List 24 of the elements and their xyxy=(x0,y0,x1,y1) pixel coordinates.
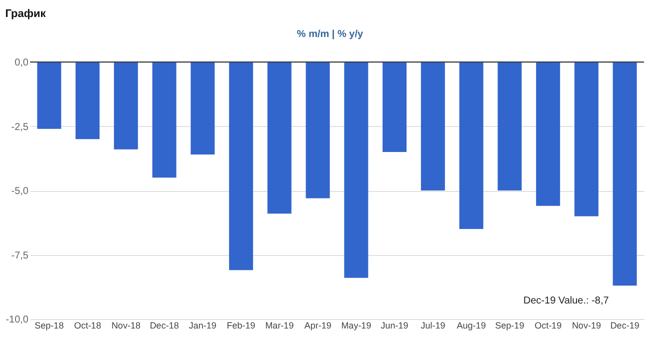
x-tick-label: Jul-19 xyxy=(420,320,446,330)
x-tick-label: May-19 xyxy=(341,320,372,330)
x-tick-label: Apr-19 xyxy=(304,320,332,330)
x-tick-label: Oct-18 xyxy=(74,320,102,330)
y-tick-label: 0,0 xyxy=(14,58,29,68)
y-tick-label: -5,0 xyxy=(11,186,29,197)
x-tick-label: Sep-18 xyxy=(34,320,64,330)
text: % m/m | % y/y xyxy=(296,29,364,40)
x-tick-label: Oct-19 xyxy=(534,320,562,330)
x-tick-label: Dec-19 xyxy=(610,320,640,330)
x-tick-label: Nov-18 xyxy=(111,320,140,330)
x-tick-label: Sep-19 xyxy=(495,320,524,330)
x-tick-label: Nov-19 xyxy=(572,320,601,330)
chart-title: График xyxy=(5,8,46,20)
x-tick-label: Jan-19 xyxy=(188,320,216,330)
x-tick-label: Feb-19 xyxy=(226,320,256,330)
annotation: Dec-19 Value.: -8,7 xyxy=(523,296,610,307)
y-tick-label: -2,5 xyxy=(11,122,29,133)
x-tick-label: Jun-19 xyxy=(380,320,408,330)
y-tick-label: -7,5 xyxy=(11,250,29,262)
y-tick-label: -10,0 xyxy=(6,314,29,326)
x-tick-label: Aug-19 xyxy=(456,320,486,330)
x-tick-label: Mar-19 xyxy=(265,320,294,330)
x-tick-label: Dec-18 xyxy=(150,320,179,330)
